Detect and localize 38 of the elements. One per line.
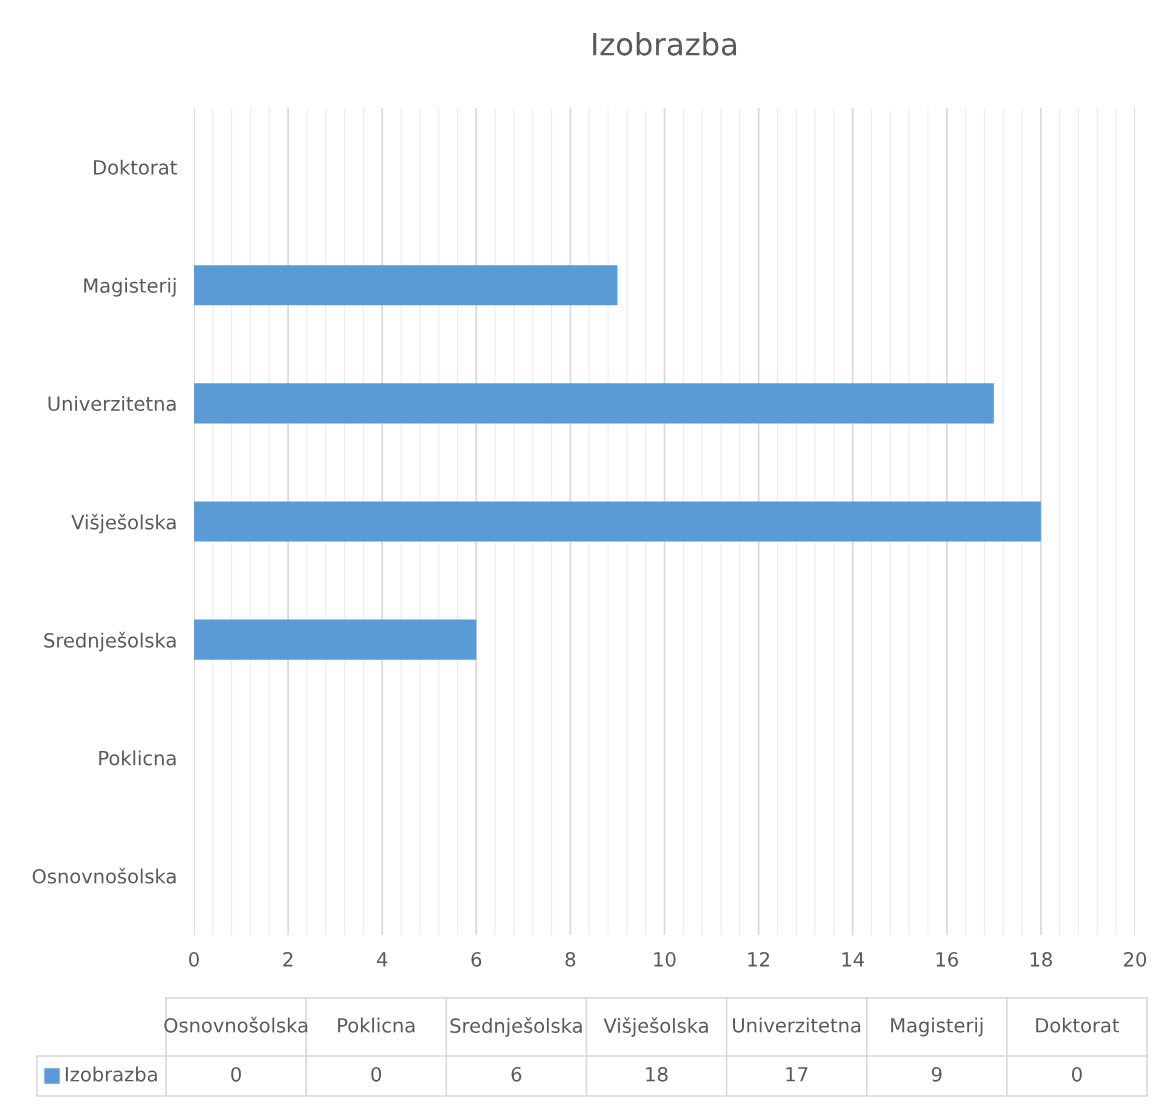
x-tick-label: 12 <box>748 952 770 967</box>
data-label: 0 <box>371 1066 382 1082</box>
category-label: Srednješolska <box>450 1017 582 1037</box>
x-tick-label: 16 <box>936 952 958 967</box>
data-label: 6 <box>511 1066 522 1082</box>
y-tick-label: Magisterij <box>84 277 176 297</box>
category-label: Osnovnošolska <box>164 1016 308 1033</box>
legend-label: Izobrazba <box>65 1066 157 1082</box>
x-tick-label: 2 <box>283 952 293 967</box>
chart-title: Izobrazba <box>593 32 737 56</box>
y-tick-label: Srednješolska <box>44 631 176 652</box>
x-tick-label: 18 <box>1030 952 1052 967</box>
x-tick-label: 6 <box>471 952 482 967</box>
data-label: 9 <box>931 1066 942 1082</box>
data-label: 18 <box>646 1066 668 1082</box>
x-tick-label: 4 <box>376 952 388 967</box>
category-label: Poklicna <box>338 1017 415 1033</box>
category-label: Višješolska <box>603 1017 708 1037</box>
x-tick-label: 20 <box>1124 952 1147 967</box>
data-label: 0 <box>231 1066 241 1082</box>
y-tick-label: Univerzitetna <box>48 395 176 412</box>
bar <box>194 265 618 306</box>
category-label: Univerzitetna <box>733 1017 861 1033</box>
category-label: Doktorat <box>1036 1017 1120 1033</box>
y-tick-label: Osnovnošolska <box>32 867 176 884</box>
category-label: Magisterij <box>891 1017 983 1037</box>
data-label: 0 <box>1072 1066 1082 1082</box>
y-tick-label: Višješolska <box>71 513 176 534</box>
x-tick-label: 8 <box>565 952 576 967</box>
y-tick-label: Doktorat <box>94 159 177 175</box>
x-tick-label: 0 <box>189 952 199 967</box>
bar <box>194 619 477 660</box>
bar <box>194 501 1041 542</box>
data-label: 17 <box>786 1067 808 1082</box>
x-tick-label: 14 <box>842 952 864 967</box>
x-tick-label: 10 <box>654 952 676 967</box>
bar <box>194 383 994 424</box>
y-tick-label: Poklicna <box>99 750 176 766</box>
